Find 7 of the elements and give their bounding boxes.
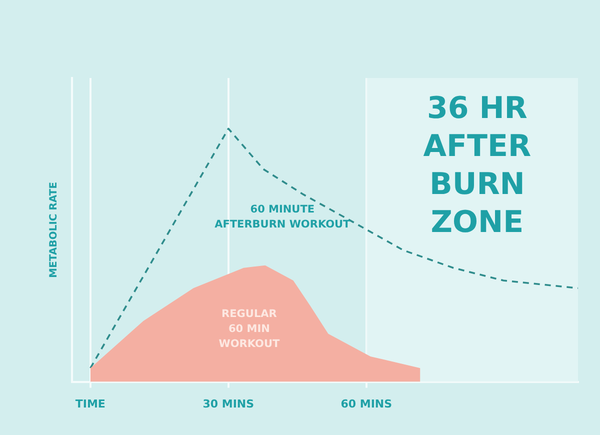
series-label: REGULAR 60 MIN WORKOUT (218, 308, 280, 350)
y-axis-title: METABOLIC RATE (48, 182, 60, 278)
band-label: 36 HR AFTER BURN ZONE (423, 90, 532, 240)
x-tick-label: TIME (75, 397, 106, 410)
x-tick-label: 30 MINS (202, 397, 254, 410)
series-label: 60 MINUTE AFTERBURN WORKOUT (214, 203, 352, 230)
x-tick-label: 60 MINS (340, 397, 392, 410)
